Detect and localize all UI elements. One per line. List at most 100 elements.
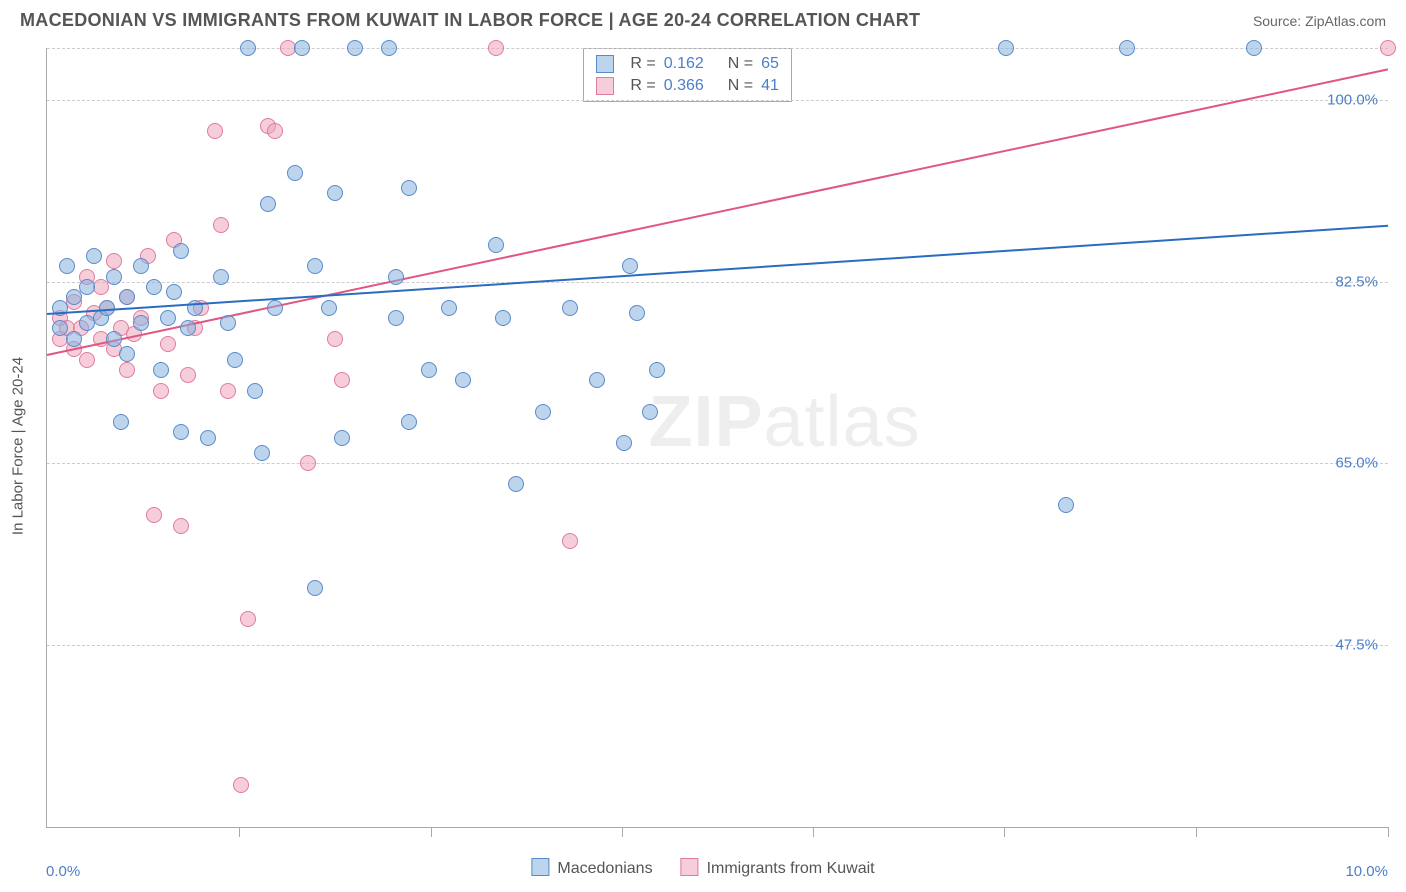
data-point bbox=[649, 362, 665, 378]
stats-row-a: R = 0.162 N = 65 bbox=[596, 53, 779, 75]
data-point bbox=[173, 518, 189, 534]
y-tick-label: 65.0% bbox=[1335, 455, 1378, 472]
data-point bbox=[106, 331, 122, 347]
data-point bbox=[106, 253, 122, 269]
data-point bbox=[488, 237, 504, 253]
gridline bbox=[47, 100, 1388, 101]
data-point bbox=[133, 315, 149, 331]
data-point bbox=[535, 404, 551, 420]
swatch-a-icon bbox=[596, 55, 614, 73]
source-label: Source: ZipAtlas.com bbox=[1253, 13, 1386, 29]
data-point bbox=[267, 300, 283, 316]
data-point bbox=[1380, 40, 1396, 56]
data-point bbox=[1058, 497, 1074, 513]
data-point bbox=[401, 180, 417, 196]
stats-row-b: R = 0.366 N = 41 bbox=[596, 75, 779, 97]
stats-legend: R = 0.162 N = 65 R = 0.366 N = 41 bbox=[583, 48, 792, 102]
x-tick bbox=[813, 827, 814, 837]
data-point bbox=[66, 331, 82, 347]
data-point bbox=[321, 300, 337, 316]
data-point bbox=[294, 40, 310, 56]
data-point bbox=[441, 300, 457, 316]
data-point bbox=[307, 258, 323, 274]
data-point bbox=[642, 404, 658, 420]
data-point bbox=[207, 123, 223, 139]
data-point bbox=[59, 258, 75, 274]
data-point bbox=[133, 258, 149, 274]
data-point bbox=[562, 300, 578, 316]
data-point bbox=[622, 258, 638, 274]
swatch-a-icon bbox=[531, 858, 549, 876]
data-point bbox=[616, 435, 632, 451]
data-point bbox=[173, 424, 189, 440]
data-point bbox=[300, 455, 316, 471]
data-point bbox=[260, 196, 276, 212]
bottom-legend: Macedonians Immigrants from Kuwait bbox=[531, 858, 874, 878]
data-point bbox=[119, 362, 135, 378]
x-tick bbox=[239, 827, 240, 837]
data-point bbox=[347, 40, 363, 56]
trend-line bbox=[47, 225, 1388, 315]
data-point bbox=[495, 310, 511, 326]
y-axis-label: In Labor Force | Age 20-24 bbox=[10, 357, 27, 535]
data-point bbox=[254, 445, 270, 461]
data-point bbox=[998, 40, 1014, 56]
watermark: ZIPatlas bbox=[648, 381, 920, 463]
legend-item-b: Immigrants from Kuwait bbox=[681, 858, 875, 878]
data-point bbox=[267, 123, 283, 139]
x-tick bbox=[622, 827, 623, 837]
data-point bbox=[240, 40, 256, 56]
data-point bbox=[1119, 40, 1135, 56]
data-point bbox=[86, 248, 102, 264]
data-point bbox=[307, 580, 323, 596]
data-point bbox=[247, 383, 263, 399]
x-tick bbox=[1196, 827, 1197, 837]
data-point bbox=[160, 310, 176, 326]
data-point bbox=[213, 217, 229, 233]
data-point bbox=[327, 185, 343, 201]
data-point bbox=[119, 346, 135, 362]
data-point bbox=[233, 777, 249, 793]
x-tick bbox=[1388, 827, 1389, 837]
data-point bbox=[106, 269, 122, 285]
data-point bbox=[629, 305, 645, 321]
y-tick-label: 100.0% bbox=[1327, 91, 1378, 108]
data-point bbox=[119, 289, 135, 305]
data-point bbox=[508, 476, 524, 492]
scatter-chart: ZIPatlas R = 0.162 N = 65 R = 0.366 N = … bbox=[46, 48, 1388, 828]
data-point bbox=[153, 362, 169, 378]
data-point bbox=[589, 372, 605, 388]
data-point bbox=[388, 310, 404, 326]
data-point bbox=[334, 430, 350, 446]
data-point bbox=[488, 40, 504, 56]
gridline bbox=[47, 645, 1388, 646]
data-point bbox=[334, 372, 350, 388]
data-point bbox=[227, 352, 243, 368]
data-point bbox=[455, 372, 471, 388]
trend-line bbox=[47, 69, 1388, 357]
gridline bbox=[47, 282, 1388, 283]
x-axis-min-label: 0.0% bbox=[46, 863, 80, 880]
swatch-b-icon bbox=[681, 858, 699, 876]
legend-item-a: Macedonians bbox=[531, 858, 652, 878]
data-point bbox=[66, 289, 82, 305]
data-point bbox=[180, 320, 196, 336]
data-point bbox=[180, 367, 196, 383]
data-point bbox=[388, 269, 404, 285]
data-point bbox=[160, 336, 176, 352]
data-point bbox=[153, 383, 169, 399]
swatch-b-icon bbox=[596, 77, 614, 95]
x-tick bbox=[1004, 827, 1005, 837]
data-point bbox=[421, 362, 437, 378]
data-point bbox=[146, 507, 162, 523]
gridline bbox=[47, 463, 1388, 464]
data-point bbox=[213, 269, 229, 285]
data-point bbox=[240, 611, 256, 627]
data-point bbox=[1246, 40, 1262, 56]
x-axis-max-label: 10.0% bbox=[1345, 863, 1388, 880]
x-tick bbox=[431, 827, 432, 837]
y-tick-label: 82.5% bbox=[1335, 273, 1378, 290]
data-point bbox=[200, 430, 216, 446]
y-tick-label: 47.5% bbox=[1335, 637, 1378, 654]
data-point bbox=[401, 414, 417, 430]
